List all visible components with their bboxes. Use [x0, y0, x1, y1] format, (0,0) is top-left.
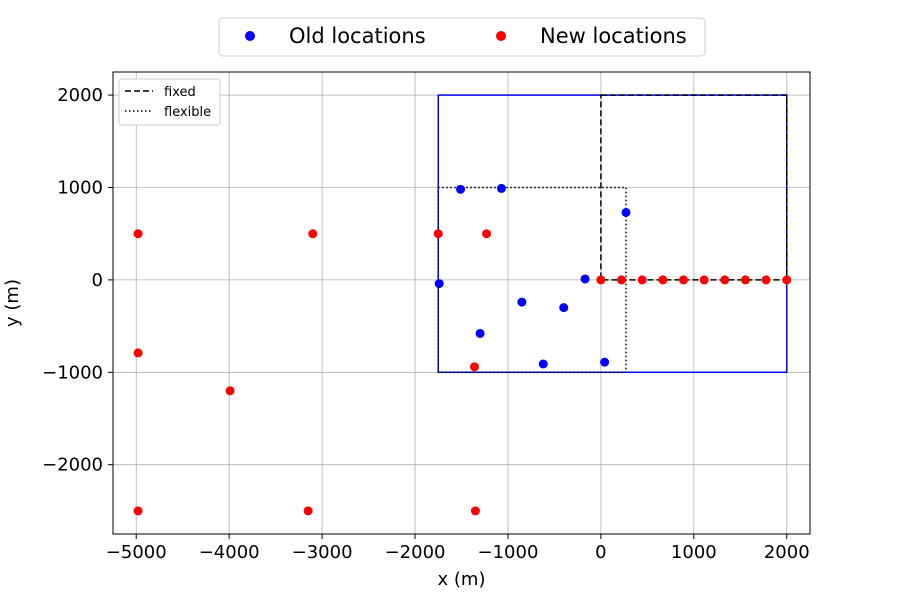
- new-location-point: [679, 275, 689, 285]
- new-location-point: [470, 362, 480, 372]
- legend-old-label: Old locations: [289, 24, 426, 48]
- x-axis-label: x (m): [438, 569, 486, 590]
- x-tick-label: 2000: [764, 542, 810, 563]
- new-location-point: [699, 275, 709, 285]
- old-location-point: [621, 207, 631, 217]
- old-location-point: [600, 357, 610, 367]
- top-legend: Old locations New locations: [218, 17, 706, 57]
- new-location-point: [482, 229, 492, 239]
- x-tick-label: −4000: [199, 542, 260, 563]
- old-location-point: [456, 184, 466, 194]
- new-location-point: [596, 275, 606, 285]
- y-tick-label: 0: [92, 270, 103, 291]
- y-tick-label: 2000: [57, 85, 103, 106]
- legend-fixed-label: fixed: [164, 85, 196, 100]
- x-tick-label: 0: [595, 542, 606, 563]
- old-location-point: [475, 328, 485, 338]
- old-location-point: [434, 279, 444, 289]
- new-location-point: [308, 229, 318, 239]
- y-tick-label: −2000: [42, 455, 103, 476]
- new-location-point: [637, 275, 647, 285]
- x-tick-label: −2000: [385, 542, 446, 563]
- legend-new-marker: [496, 31, 506, 41]
- new-location-point: [658, 275, 668, 285]
- new-location-point: [741, 275, 751, 285]
- inner-legend: fixed flexible: [118, 78, 221, 126]
- new-location-point: [782, 275, 792, 285]
- x-tick-label: −5000: [106, 542, 167, 563]
- new-location-point: [433, 229, 443, 239]
- new-location-point: [720, 275, 730, 285]
- new-location-point: [133, 506, 143, 516]
- x-tick-label: −3000: [292, 542, 353, 563]
- new-location-point: [470, 506, 480, 516]
- new-location-point: [303, 506, 313, 516]
- legend-flexible-label: flexible: [164, 105, 211, 120]
- y-tick-label: 1000: [57, 178, 103, 199]
- grid: [113, 72, 810, 534]
- old-location-point: [580, 274, 590, 284]
- fixed-region: [600, 94, 788, 281]
- x-tick-label: −1000: [478, 542, 539, 563]
- new-location-point: [133, 229, 143, 239]
- legend-new-label: New locations: [540, 24, 687, 48]
- axis-ticks: −5000 −4000 −3000 −2000 −1000 0 1000 2000 −2000 −…: [42, 85, 810, 563]
- y-axis-label: y (m): [2, 279, 23, 327]
- top-legend-frame: [218, 17, 706, 57]
- x-tick-label: 1000: [671, 542, 717, 563]
- old-location-point: [559, 303, 569, 313]
- old-location-point: [538, 359, 548, 369]
- old-location-point: [496, 183, 506, 193]
- y-tick-label: −1000: [42, 362, 103, 383]
- data-points: [133, 183, 792, 516]
- legend-old-marker: [245, 31, 255, 41]
- new-location-point: [761, 275, 771, 285]
- old-location-point: [517, 297, 527, 307]
- new-location-point: [133, 348, 143, 358]
- new-location-point: [617, 275, 627, 285]
- new-location-point: [225, 386, 235, 396]
- plot-frame: [112, 71, 811, 535]
